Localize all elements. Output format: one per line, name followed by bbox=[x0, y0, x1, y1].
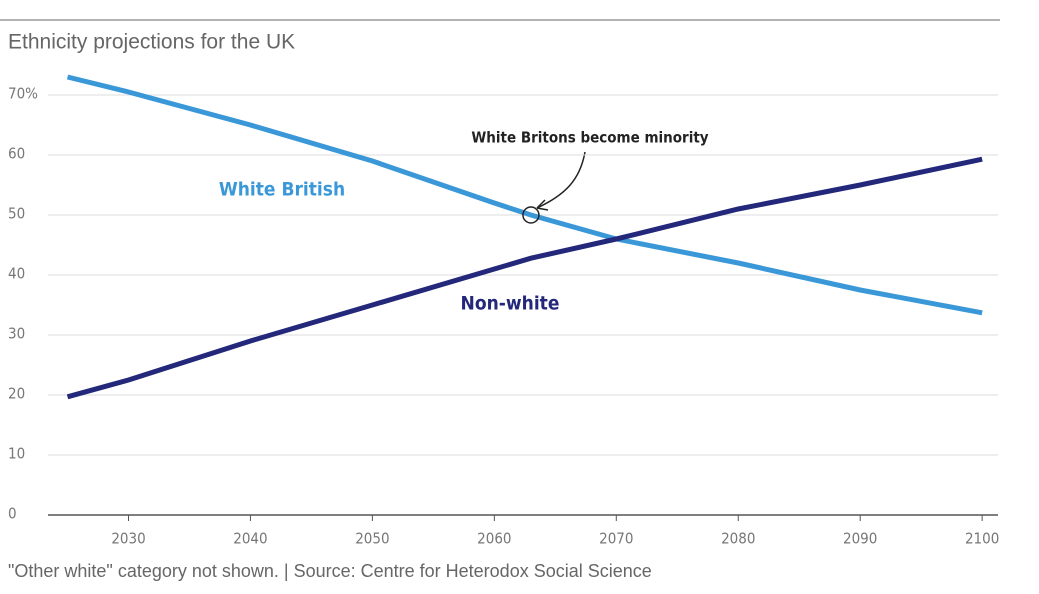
y-tick-label: 20 bbox=[8, 385, 25, 403]
y-tick-label: 70% bbox=[8, 85, 38, 103]
minority-marker bbox=[522, 206, 540, 224]
series-line bbox=[66, 156, 983, 400]
y-tick-label: 40 bbox=[8, 265, 25, 283]
x-tick-label: 2080 bbox=[721, 530, 755, 548]
x-tick-label: 2100 bbox=[965, 530, 999, 548]
x-tick-label: 2040 bbox=[233, 530, 267, 548]
series-label: White British bbox=[219, 179, 345, 201]
footnote: "Other white" category not shown. | Sour… bbox=[8, 561, 652, 581]
x-tick-label: 2060 bbox=[477, 530, 511, 548]
x-tick-label: 2050 bbox=[355, 530, 389, 548]
annotation-arrow bbox=[536, 151, 586, 209]
series-line bbox=[66, 74, 983, 316]
x-tick-label: 2090 bbox=[843, 530, 877, 548]
series-label: Non-white bbox=[461, 293, 560, 315]
y-tick-label: 10 bbox=[8, 445, 25, 463]
y-tick-label: 0 bbox=[8, 505, 17, 523]
x-tick-label: 2070 bbox=[599, 530, 633, 548]
y-tick-label: 30 bbox=[8, 325, 25, 343]
annotation: White Britons become minority bbox=[471, 129, 708, 147]
x-tick-label: 2030 bbox=[111, 530, 145, 548]
chart-title: Ethnicity projections for the UK bbox=[8, 31, 295, 54]
arrow-head bbox=[536, 199, 549, 211]
y-tick-label: 60 bbox=[8, 145, 25, 163]
y-tick-label: 50 bbox=[8, 205, 25, 223]
